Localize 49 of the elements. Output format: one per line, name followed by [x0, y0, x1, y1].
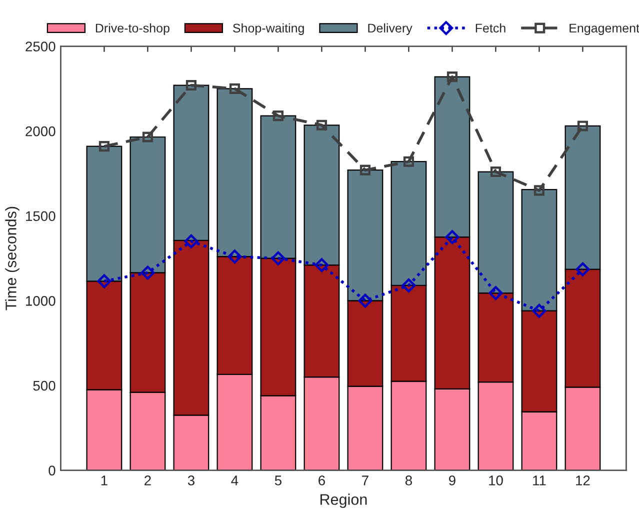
point: [446, 72, 458, 82]
x-tick-label: 6: [318, 476, 325, 486]
legend-label: Shop-waiting: [233, 23, 304, 36]
point: [97, 274, 112, 288]
y-tick-label: 500: [33, 380, 56, 391]
x-tick-label: 3: [188, 476, 194, 486]
x-tick-label: 11: [533, 476, 546, 486]
x-tick-label: 2: [144, 476, 151, 486]
point: [490, 166, 501, 178]
point: [98, 141, 110, 152]
legend-label: Delivery: [368, 23, 412, 36]
y-tick-label: 1500: [26, 211, 56, 222]
x-tick-label: 10: [489, 476, 503, 486]
x-axis-title: Region: [320, 494, 367, 508]
x-tick-label: 7: [362, 476, 368, 486]
point: [229, 83, 240, 94]
y-tick-label: 0: [48, 466, 56, 476]
point: [403, 156, 414, 167]
point: [316, 120, 327, 130]
x-tick-label: 12: [576, 476, 590, 486]
legend-label: Fetch: [476, 23, 506, 33]
point: [358, 294, 372, 308]
x-tick-label: 4: [231, 476, 238, 486]
point: [184, 234, 198, 248]
legend-label: Engagement: [570, 24, 639, 36]
point: [402, 278, 416, 292]
x-tick-label: 9: [449, 476, 456, 486]
x-tick-label: 5: [274, 476, 282, 486]
x-tick-label: 1: [101, 476, 108, 486]
point: [576, 262, 590, 276]
point: [577, 120, 588, 132]
point: [314, 258, 329, 272]
point: [140, 266, 155, 280]
point: [142, 132, 153, 142]
point: [360, 164, 370, 176]
point: [228, 250, 242, 264]
x-tick-label: 8: [405, 476, 412, 486]
y-axis-title: Time (seconds): [5, 206, 20, 310]
point: [534, 185, 544, 196]
y-tick-label: 1000: [26, 296, 56, 306]
point: [186, 80, 196, 91]
point: [271, 251, 286, 266]
point: [272, 110, 284, 122]
point: [445, 230, 460, 244]
y-tick-label: 2000: [26, 126, 56, 136]
y-tick-label: 2500: [26, 42, 56, 52]
point: [488, 286, 503, 300]
point: [532, 304, 546, 318]
legend-label: Drive-to-shop: [96, 23, 170, 36]
